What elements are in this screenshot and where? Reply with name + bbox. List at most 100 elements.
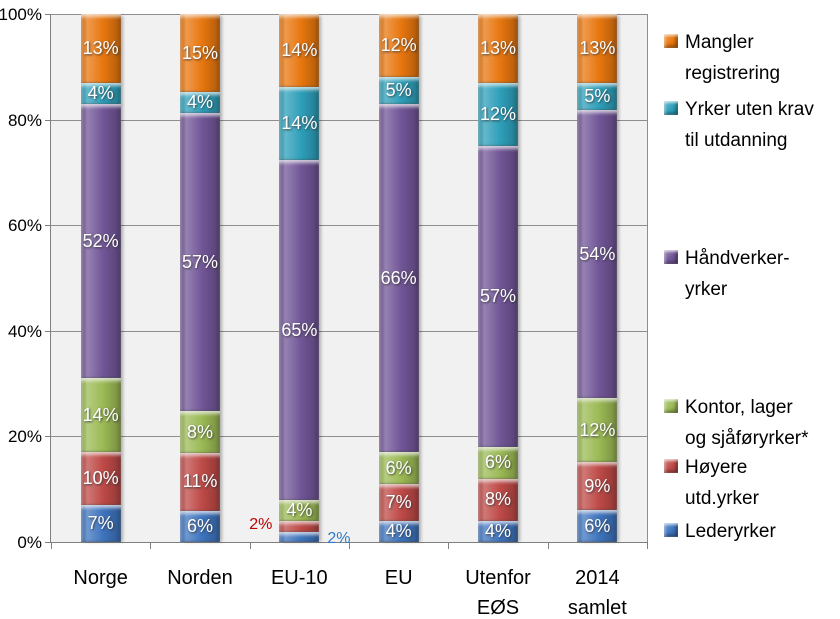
legend-item-6[interactable]: Lederyrker <box>664 516 776 547</box>
data-label: 14% <box>281 40 318 61</box>
bar-segment[interactable]: 4% <box>279 500 320 522</box>
bar-segment[interactable]: 13% <box>577 14 618 84</box>
x-axis-tick <box>349 542 350 549</box>
category-label-2014-samlet: 2014 samlet <box>567 567 627 619</box>
y-axis-label: 40% <box>7 321 42 341</box>
data-label: 8% <box>186 421 213 442</box>
legend-item-5[interactable]: Høyere utd.yrker <box>664 452 759 514</box>
bar-segment[interactable]: 5% <box>577 83 618 110</box>
bar-segment[interactable]: 7% <box>80 505 121 542</box>
data-label: 11% <box>182 471 218 492</box>
legend-label: Håndverker-yrker <box>685 248 790 300</box>
data-label: 57% <box>181 251 219 272</box>
legend-swatch-icon <box>664 34 678 48</box>
bar-norge[interactable]: 7% 10% 14% 52% 4% 13% <box>80 14 121 542</box>
bar-segment[interactable]: 6% <box>478 446 518 479</box>
data-label: 6% <box>484 452 511 473</box>
gridline <box>51 436 647 438</box>
bar-segment[interactable]: 8% <box>478 478 518 521</box>
category-label-norge: Norge <box>73 567 128 589</box>
legend-item-1[interactable]: Mangler registrering <box>664 27 780 89</box>
category-label-eu-10: EU-10 <box>270 567 328 589</box>
data-label: 57% <box>479 285 517 306</box>
x-axis <box>50 542 647 543</box>
legend-item-3[interactable]: Håndverker-yrker <box>664 243 790 305</box>
legend-swatch-icon <box>664 459 678 473</box>
legend-item-4[interactable]: Kontor, lager og sjåføryrker* <box>664 392 809 454</box>
data-label: 52% <box>82 230 119 251</box>
outside-data-label: 2% <box>249 516 273 534</box>
bar-segment[interactable]: 12% <box>378 14 419 78</box>
data-label: 5% <box>385 80 412 101</box>
y-axis-tick <box>45 542 51 543</box>
y-axis-tick <box>45 330 51 332</box>
data-label: 10% <box>82 468 119 489</box>
data-label: 15% <box>181 42 219 63</box>
bar-segment[interactable] <box>279 531 320 542</box>
bar-segment[interactable]: 14% <box>279 87 320 161</box>
legend-item-2[interactable]: Yrker uten krav til utdanning <box>664 94 814 156</box>
data-label: 12% <box>579 419 616 440</box>
x-axis-tick <box>150 542 152 549</box>
bar-segment[interactable]: 14% <box>279 14 320 88</box>
bar-eu[interactable]: 4% 7% 6% 66% 5% 12% <box>378 14 419 542</box>
bar-segment[interactable]: 57% <box>478 146 518 447</box>
bar-norden[interactable]: 6% 11% 8% 57% 4% 15% <box>180 14 220 542</box>
data-label: 14% <box>281 113 318 134</box>
legend-label: Yrker uten krav til utdanning <box>685 99 814 151</box>
bar-segment[interactable]: 6% <box>577 510 618 542</box>
gridline <box>51 14 647 15</box>
bar-segment[interactable]: 10% <box>80 452 121 506</box>
gridline <box>51 330 647 332</box>
x-axis-tick <box>249 542 251 549</box>
legend-swatch-icon <box>664 250 678 264</box>
legend-swatch-icon <box>664 399 678 413</box>
bar-segment[interactable]: 13% <box>478 14 518 83</box>
data-label: 8% <box>484 489 511 510</box>
bar-eu-10[interactable]: 4% 65% 14% 14% <box>279 14 320 542</box>
bar-segment[interactable] <box>279 521 320 532</box>
bar-segment[interactable]: 4% <box>478 520 518 542</box>
x-axis-tick <box>51 542 52 549</box>
legend-label: Høyere utd.yrker <box>685 457 759 509</box>
bar-segment[interactable]: 7% <box>378 483 419 521</box>
bar-utenfor-eøs[interactable]: 4% 8% 6% 57% 12% 13% <box>478 14 518 542</box>
bar-segment[interactable]: 11% <box>180 453 220 511</box>
bar-segment[interactable]: 8% <box>180 411 220 454</box>
bar-segment[interactable]: 4% <box>180 92 220 114</box>
bar-segment[interactable]: 12% <box>478 82 518 146</box>
bar-segment[interactable]: 4% <box>80 82 121 104</box>
category-label-eu: EU <box>384 567 413 589</box>
data-label: 54% <box>579 243 616 264</box>
x-axis-tick <box>448 542 450 549</box>
data-label: 6% <box>584 515 611 536</box>
y-axis-tick <box>45 225 51 227</box>
bar-2014-samlet[interactable]: 6% 9% 12% 54% 5% 13% <box>577 14 618 542</box>
bar-segment[interactable]: 13% <box>80 14 121 83</box>
y-axis-label: 80% <box>7 110 42 130</box>
bar-segment[interactable]: 6% <box>180 510 220 542</box>
bar-segment[interactable]: 66% <box>378 103 419 453</box>
y-axis-tick <box>45 14 51 15</box>
bar-segment[interactable]: 4% <box>378 520 419 542</box>
y-axis <box>50 14 51 543</box>
bar-segment[interactable]: 15% <box>180 14 220 93</box>
bar-segment[interactable]: 12% <box>577 398 618 462</box>
bar-segment[interactable]: 9% <box>577 462 618 510</box>
y-axis-label: 0% <box>17 533 42 552</box>
data-label: 65% <box>281 319 318 340</box>
plot-area <box>51 14 648 542</box>
bar-segment[interactable]: 54% <box>577 110 618 398</box>
legend-label: Mangler registrering <box>685 32 781 84</box>
data-label: 66% <box>380 267 417 288</box>
data-label: 7% <box>87 513 114 534</box>
bar-segment[interactable]: 57% <box>180 113 220 412</box>
bar-segment[interactable]: 52% <box>80 103 121 379</box>
bar-segment[interactable]: 5% <box>378 77 419 104</box>
bar-segment[interactable]: 65% <box>279 160 320 501</box>
bar-segment[interactable]: 6% <box>378 452 419 484</box>
data-label: 9% <box>584 475 611 496</box>
bar-segment[interactable]: 14% <box>80 378 121 453</box>
